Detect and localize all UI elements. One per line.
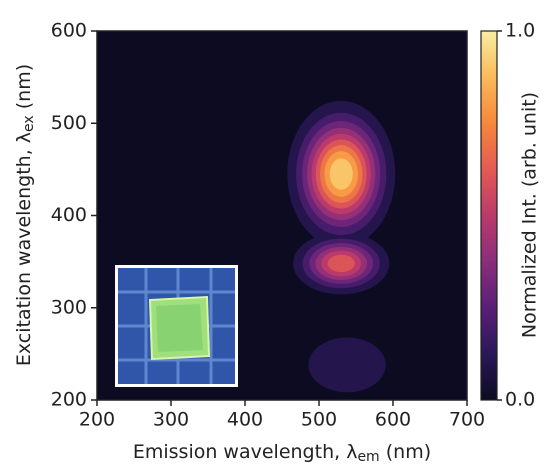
y-tick-label: 200 xyxy=(51,389,87,411)
colorbar-tick-label: 0.0 xyxy=(505,389,535,411)
y-axis-label: Excitation wavelength, λex (nm) xyxy=(13,64,38,366)
x-tick-label: 600 xyxy=(375,409,411,431)
y-tick-label: 500 xyxy=(51,112,87,134)
colorbar-label: Normalized Int. (arb. unit) xyxy=(519,92,541,338)
colorbar xyxy=(481,31,497,400)
x-axis-label: Emission wavelength, λem (nm) xyxy=(133,441,431,466)
y-tick-label: 400 xyxy=(51,204,87,226)
y-tick-label: 600 xyxy=(51,20,87,42)
contour-level xyxy=(330,158,353,189)
chart: Excitation wavelength, λex (nm) Emission… xyxy=(0,0,544,466)
y-tick-label: 300 xyxy=(51,296,87,318)
x-tick-label: 500 xyxy=(301,409,337,431)
contour-level xyxy=(328,255,355,272)
colorbar-tick-label: 1.0 xyxy=(505,20,535,42)
x-tick-label: 700 xyxy=(449,409,485,431)
contour-level xyxy=(308,338,385,393)
x-tick-label: 400 xyxy=(227,409,263,431)
x-tick-label: 300 xyxy=(153,409,189,431)
inset-photo xyxy=(115,265,238,387)
x-tick-label: 200 xyxy=(79,409,115,431)
